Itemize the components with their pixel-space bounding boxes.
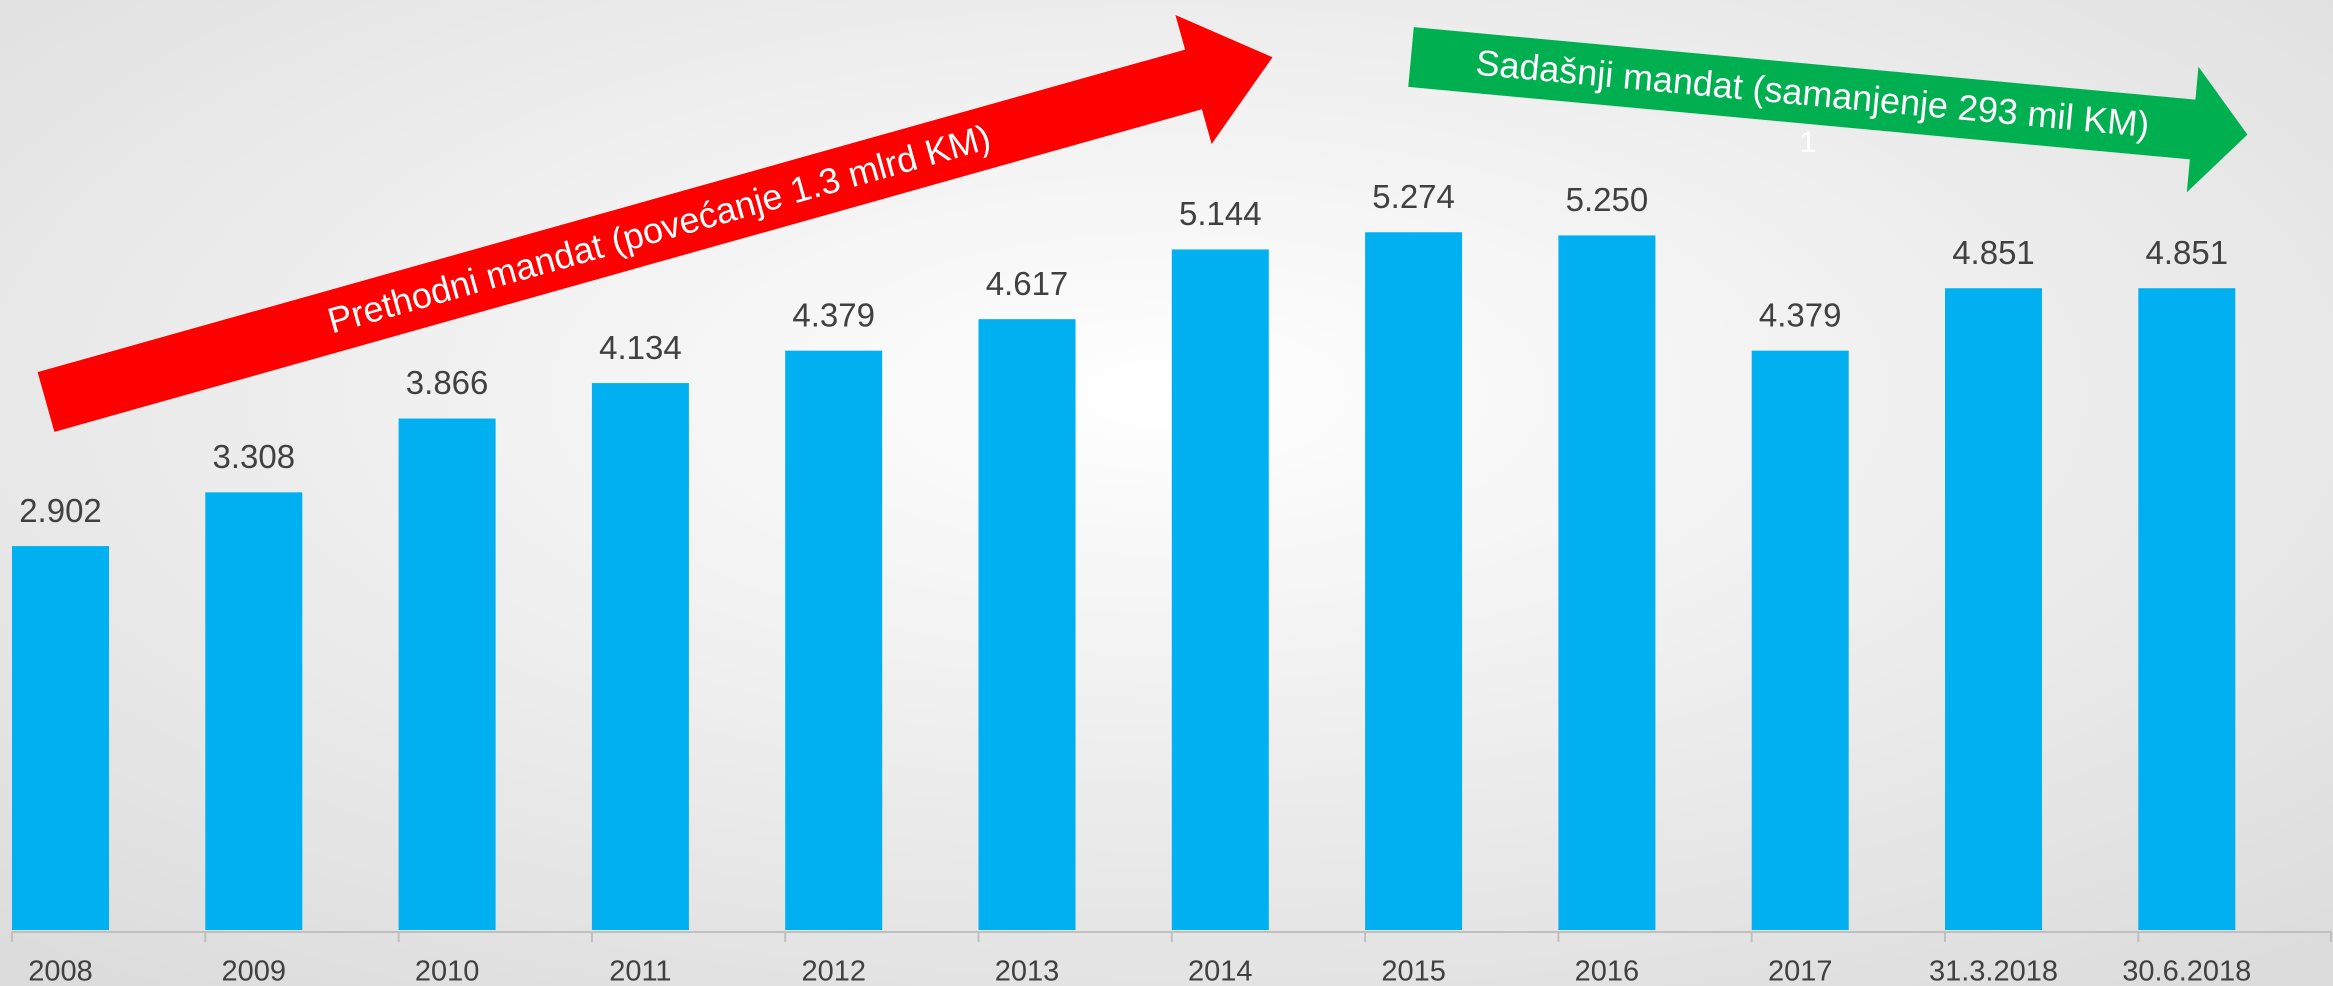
footnote-mark: 1 [1800, 126, 1817, 159]
x-tick-label: 2013 [995, 956, 1060, 986]
bar [12, 546, 109, 930]
arrow-shape [37, 14, 1273, 432]
arrow-shape [1408, 27, 2248, 193]
value-label: 3.866 [406, 364, 489, 401]
x-tick-label: 2008 [28, 956, 93, 986]
value-label: 4.379 [1759, 296, 1842, 333]
bar [978, 319, 1076, 930]
bar [1365, 232, 1463, 930]
value-label: 4.134 [599, 329, 682, 366]
bar [785, 350, 883, 930]
x-tick-label: 2011 [609, 956, 671, 986]
x-tick-label: 2014 [1188, 956, 1253, 986]
value-label: 4.379 [792, 296, 875, 333]
x-tick-label: 2009 [222, 956, 287, 986]
x-tick-label: 2012 [801, 956, 866, 986]
x-tick-label: 2017 [1768, 956, 1833, 986]
x-tick-label: 30.6.2018 [2122, 956, 2251, 986]
bar [591, 383, 689, 931]
bar [2138, 288, 2236, 930]
value-label: 5.250 [1566, 181, 1649, 218]
value-label: 4.617 [986, 265, 1069, 302]
x-tick-label: 2010 [415, 956, 480, 986]
value-label: 4.851 [2146, 234, 2229, 271]
value-label: 5.274 [1372, 178, 1455, 215]
value-label: 2.902 [19, 492, 102, 529]
bar [1751, 350, 1849, 930]
value-label: 5.144 [1179, 195, 1262, 232]
bar [1558, 235, 1656, 931]
bar [1945, 288, 2042, 930]
x-tick-label: 2015 [1381, 956, 1446, 986]
bar [398, 418, 496, 930]
value-label: 4.851 [1952, 234, 2035, 271]
bar [205, 492, 303, 930]
value-label: 3.308 [213, 438, 296, 475]
x-tick-label: 2016 [1575, 956, 1640, 986]
x-tick-label: 31.3.2018 [1929, 956, 2058, 986]
bar [1171, 249, 1269, 931]
